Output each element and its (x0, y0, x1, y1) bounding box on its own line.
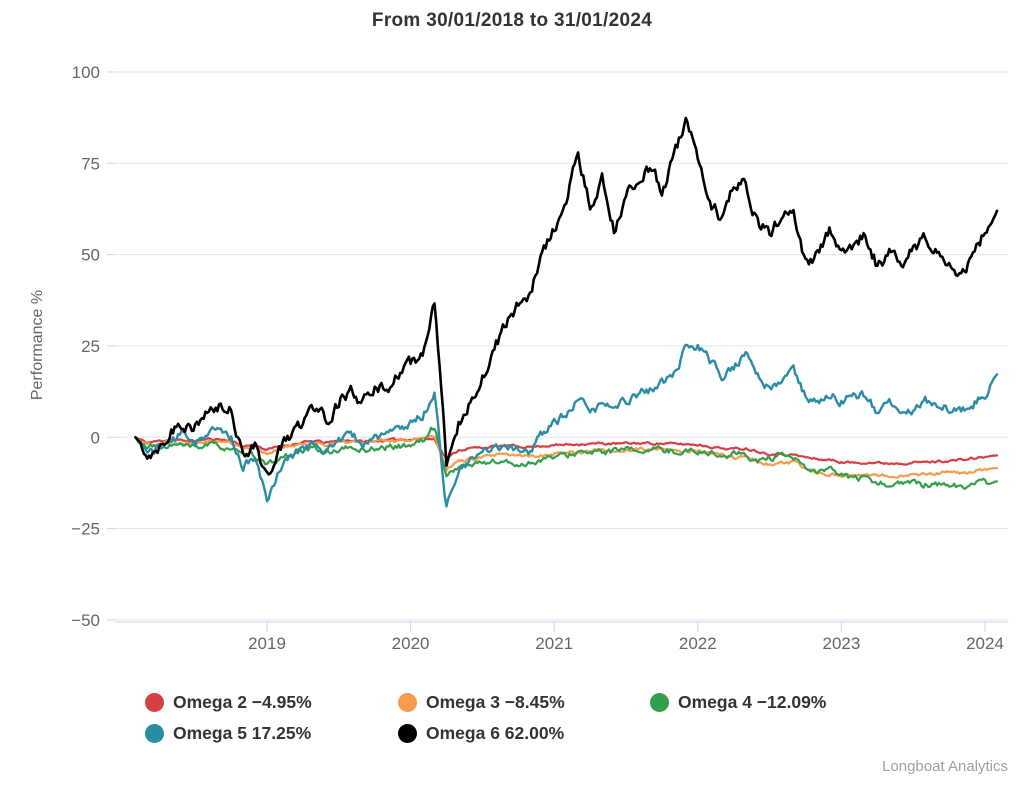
y-tick-label: 25 (81, 337, 100, 356)
y-tick-label: −50 (71, 611, 100, 630)
x-tick-label: 2022 (679, 634, 717, 653)
chart-title: From 30/01/2018 to 31/01/2024 (371, 10, 653, 31)
y-gridlines (107, 71, 1008, 621)
y-tick-label: 100 (72, 63, 100, 82)
series-lines (134, 116, 999, 508)
axis-tick-labels: 100 75 50 25 0 −25 −50 2019 2020 2021 2022 2023 2024 (71, 63, 1004, 653)
y-tick-label: −25 (71, 520, 100, 539)
performance-chart[interactable]: 100 75 50 25 0 −25 −50 2019 2020 2021 2022 2023 2024 (0, 0, 1024, 670)
series-line-omega-6[interactable] (134, 116, 999, 476)
credits-link[interactable]: Longboat Analytics (882, 758, 1008, 775)
series-line-omega-4[interactable] (134, 426, 999, 490)
legend-item-omega-6[interactable]: Omega 6 62.00% (398, 723, 564, 744)
legend-marker-icon (398, 693, 417, 712)
series-line-omega-5[interactable] (134, 343, 999, 508)
legend-marker-icon (398, 724, 417, 743)
x-tick-label: 2020 (392, 634, 430, 653)
x-axis (115, 621, 1008, 632)
series-line-omega-2[interactable] (134, 436, 999, 466)
legend-item-omega-3[interactable]: Omega 3 −8.45% (398, 692, 565, 713)
legend-item-omega-4[interactable]: Omega 4 −12.09% (650, 692, 826, 713)
x-tick-label: 2024 (966, 634, 1004, 653)
legend-label: Omega 6 62.00% (426, 723, 565, 743)
x-tick-label: 2023 (822, 634, 860, 653)
legend-marker-icon (145, 724, 164, 743)
x-tick-label: 2019 (248, 634, 286, 653)
legend-item-omega-5[interactable]: Omega 5 17.25% (145, 723, 311, 744)
legend-label: Omega 5 17.25% (173, 723, 312, 743)
y-tick-label: 75 (81, 154, 100, 173)
y-tick-label: 50 (81, 246, 100, 265)
legend-label: Omega 4 −12.09% (678, 692, 827, 712)
y-tick-label: 0 (91, 428, 100, 447)
legend-label: Omega 2 −4.95% (173, 692, 312, 712)
x-tick-label: 2021 (535, 634, 573, 653)
legend-marker-icon (145, 693, 164, 712)
legend-item-omega-2[interactable]: Omega 2 −4.95% (145, 692, 312, 713)
legend-label: Omega 3 −8.45% (426, 692, 565, 712)
legend-marker-icon (650, 693, 669, 712)
